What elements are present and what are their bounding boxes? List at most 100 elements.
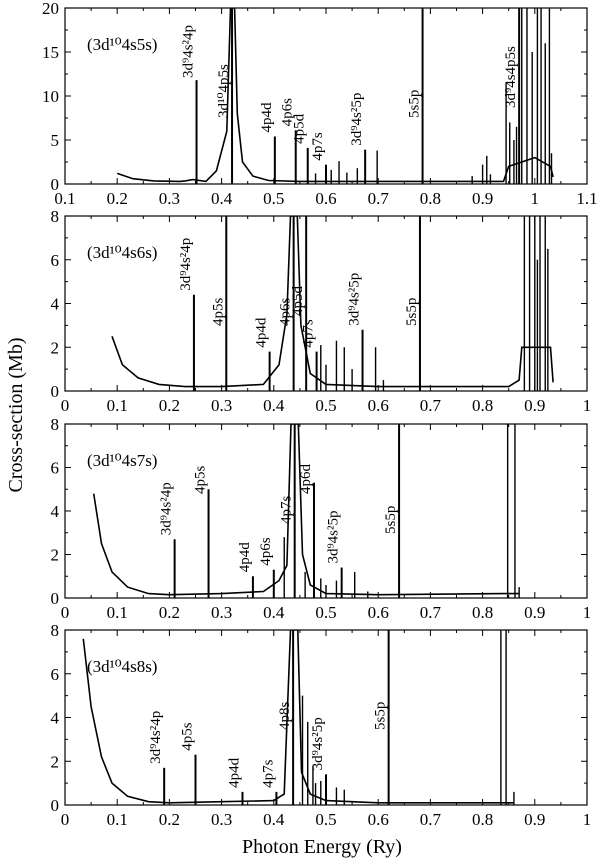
- x-tick-label: 1: [583, 603, 592, 622]
- resonance-label: 3d⁹4s²5p: [347, 273, 363, 326]
- panel-3: 0 0.1 0.2 0.3 0.4 0.5 0.6 0.7 0.8 0.9 1 0 2 4 6 8 (3d¹⁰4…: [51, 415, 592, 622]
- x-tick-label: 0.7: [420, 603, 442, 622]
- y-tick-label: 5: [51, 131, 60, 150]
- x-tick-label: 0.6: [315, 189, 336, 208]
- y-tick-label: 6: [51, 251, 60, 270]
- x-tick-label: 0.2: [159, 603, 180, 622]
- state-label: (3d¹⁰4s7s): [87, 451, 157, 470]
- x-tick-label: 0.9: [472, 189, 493, 208]
- x-tick-label: 0.3: [211, 810, 232, 829]
- resonance-label: 4p5s: [180, 722, 196, 751]
- state-label: (3d¹⁰4s8s): [87, 657, 157, 676]
- resonance-label: 3d⁹4s4p5s: [503, 46, 519, 108]
- y-tick-label: 8: [51, 207, 60, 226]
- plot-frame: [64, 423, 588, 599]
- resonance-label: 3d⁹4s²4p: [178, 238, 194, 291]
- resonance-label: 4p5d: [290, 286, 306, 317]
- y-tick-label: 2: [51, 546, 60, 565]
- x-tick-label: 0.8: [472, 396, 493, 415]
- x-tick-label: 0.6: [368, 810, 389, 829]
- data-layer: [82, 630, 515, 805]
- resonance-label: 4p5s: [210, 298, 226, 327]
- data-layer: [111, 216, 554, 391]
- resonance-label: 3d⁹4s²5p: [326, 510, 342, 563]
- x-tick-label: 0.2: [159, 396, 180, 415]
- resonance-label: 3d⁹4s²4p: [148, 711, 164, 764]
- resonance-label: 4p6d: [298, 464, 314, 495]
- plot-frame: [64, 629, 588, 806]
- y-tick-label: 8: [51, 621, 60, 640]
- cross-section-curve: [82, 630, 514, 804]
- y-tick-label: 4: [51, 295, 60, 314]
- resonance-label: 4p4d: [259, 102, 275, 133]
- resonance-label: 4p4d: [254, 317, 270, 348]
- resonance-label: 4p4d: [237, 542, 253, 573]
- resonance-label: 4p7s: [260, 759, 276, 788]
- x-tick-label: 1: [583, 810, 592, 829]
- y-tick-label: 2: [51, 752, 60, 771]
- y-tick-label: 8: [51, 415, 60, 434]
- resonance-label: 5s5p: [373, 702, 389, 730]
- x-tick-label: 0.9: [524, 396, 545, 415]
- resonance-label: 4p5s: [193, 466, 209, 495]
- x-tick-label: 0.5: [263, 189, 284, 208]
- x-tick-label: 0: [61, 603, 70, 622]
- state-label: (3d¹⁰4s6s): [87, 243, 157, 262]
- x-tick-label: 0.5: [315, 396, 336, 415]
- x-tick-label: 0.4: [263, 810, 285, 829]
- y-tick-label: 20: [42, 0, 59, 18]
- panel-4: 0 0.1 0.2 0.3 0.4 0.5 0.6 0.7 0.8 0.9 1 0 2 4 6 8 (3d¹⁰4…: [51, 621, 592, 829]
- x-tick-label: 0.3: [211, 603, 232, 622]
- x-tick-label: 0.4: [263, 396, 285, 415]
- resonance-label: 3d⁹4s²5p: [310, 717, 326, 770]
- x-tick-label: 0.7: [420, 810, 442, 829]
- x-tick-label: 0.6: [368, 396, 389, 415]
- y-tick-label: 6: [51, 665, 60, 684]
- x-tick-label: 0.1: [107, 810, 128, 829]
- x-tick-label: 0.2: [159, 810, 180, 829]
- x-tick-label: 0.9: [524, 603, 545, 622]
- resonance-label: 3d¹⁰4p5s: [216, 64, 232, 118]
- y-tick-label: 4: [51, 709, 60, 728]
- y-axis-label: Cross-section (Mb): [5, 338, 27, 493]
- y-tick-label: 0: [51, 589, 60, 608]
- resonance-label: 4p7s: [301, 319, 317, 348]
- resonance-label: 4p5d: [292, 113, 308, 144]
- x-tick-label: 0.3: [211, 396, 232, 415]
- x-tick-label: 0.7: [420, 396, 442, 415]
- resonance-label: 4p7s: [310, 132, 326, 161]
- resonance-label: 4p7s: [279, 496, 295, 525]
- y-tick-label: 4: [51, 502, 60, 521]
- resonance-label: 4p6s: [258, 537, 274, 566]
- resonance-label: 4p6s: [280, 98, 296, 127]
- x-tick-label: 0.6: [368, 603, 389, 622]
- x-tick-label: 0: [61, 810, 70, 829]
- x-tick-label: 0.1: [107, 603, 128, 622]
- cross-section-curve: [111, 216, 554, 388]
- x-tick-label: 0: [61, 396, 70, 415]
- x-tick-label: 0.4: [211, 189, 233, 208]
- resonance-label: 4p8s: [277, 702, 293, 731]
- x-tick-label: 0.5: [315, 603, 336, 622]
- panel-1: 0.1 0.2 0.3 0.4 0.5 0.6 0.7 0.8 0.9 1 1.1 0 5 10 15 20 (…: [42, 0, 598, 208]
- x-tick-label: 0.1: [107, 396, 128, 415]
- x-tick-label: 0.8: [472, 810, 493, 829]
- x-tick-label: 1: [531, 189, 540, 208]
- data-layer: [116, 8, 554, 184]
- y-tick-label: 2: [51, 338, 60, 357]
- x-tick-label: 0.5: [315, 810, 336, 829]
- resonance-label: 3d⁹4s²4p: [159, 482, 175, 535]
- resonance-label: 4p4d: [226, 757, 242, 788]
- state-label: (3d¹⁰4s5s): [87, 35, 157, 54]
- resonance-label: 4p6s: [278, 298, 294, 327]
- x-tick-label: 1: [583, 396, 592, 415]
- x-tick-label: 0.4: [263, 603, 285, 622]
- resonance-label: 5s5p: [407, 90, 423, 118]
- x-tick-label: 0.9: [524, 810, 545, 829]
- data-layer: [92, 424, 520, 598]
- cross-section-curve: [92, 424, 520, 596]
- y-tick-label: 15: [42, 43, 59, 62]
- resonance-label: 3d⁹4s²5p: [349, 93, 365, 146]
- x-tick-label: 0.8: [472, 603, 493, 622]
